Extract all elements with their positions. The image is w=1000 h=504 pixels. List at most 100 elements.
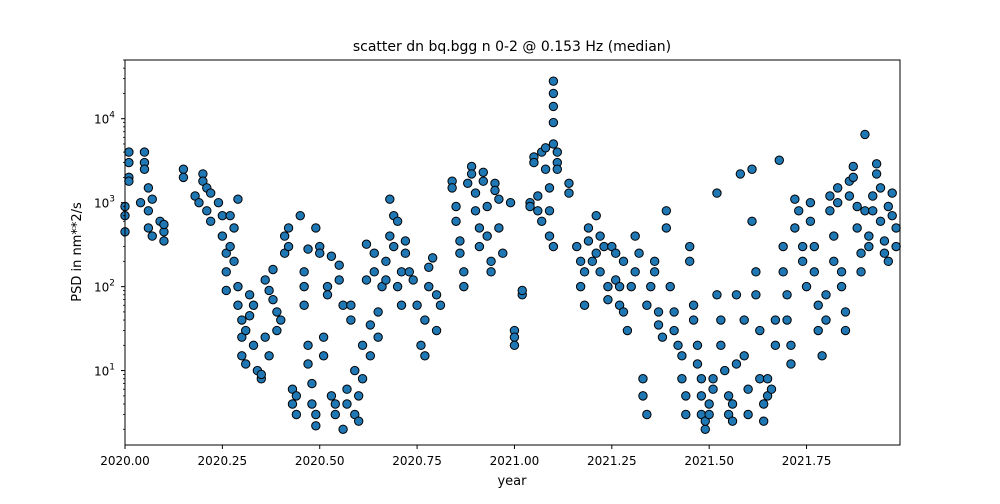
data-point: [346, 300, 356, 310]
data-point: [272, 325, 282, 336]
data-point: [564, 188, 574, 198]
data-point: [712, 290, 722, 300]
data-point: [653, 307, 664, 317]
data-point: [291, 409, 302, 420]
data-point: [770, 340, 781, 351]
data-point: [669, 307, 679, 317]
data-point: [548, 139, 559, 149]
data-point: [723, 391, 734, 401]
data-point: [805, 197, 816, 208]
data-point: [369, 267, 379, 277]
data-point: [244, 290, 255, 300]
data-point: [685, 241, 695, 252]
data-point: [159, 236, 169, 246]
data-point: [287, 399, 298, 409]
data-point: [716, 315, 726, 325]
data-point: [611, 248, 621, 258]
data-point: [595, 231, 605, 241]
data-point: [735, 169, 746, 179]
data-point: [474, 223, 485, 233]
data-point: [241, 325, 251, 336]
data-point: [424, 281, 434, 292]
data-point: [233, 281, 243, 292]
chart-title: scatter dn bq.bgg n 0-2 @ 0.153 Hz (medi…: [353, 39, 671, 55]
data-point: [404, 267, 414, 277]
data-point: [696, 391, 707, 401]
data-point: [455, 236, 465, 246]
x-tick-label: 2020.25: [198, 454, 248, 468]
data-point: [840, 325, 851, 336]
data-point: [396, 300, 407, 310]
data-point: [809, 267, 820, 277]
data-point: [338, 424, 348, 434]
data-point: [478, 176, 488, 186]
data-point: [221, 267, 231, 277]
data-point: [416, 340, 426, 351]
data-point: [622, 325, 633, 336]
data-point: [626, 281, 636, 292]
data-point: [139, 164, 150, 174]
data-point: [400, 236, 411, 246]
data-point: [879, 248, 890, 258]
data-point: [205, 188, 216, 198]
data-point: [303, 359, 313, 369]
data-point: [552, 147, 562, 157]
data-point: [529, 157, 539, 168]
data-point: [821, 315, 831, 325]
data-point: [143, 206, 154, 216]
data-point: [431, 325, 442, 336]
data-point: [478, 167, 488, 177]
data-point: [435, 300, 446, 310]
data-point: [579, 300, 590, 310]
data-point: [373, 332, 383, 342]
data-point: [681, 391, 691, 401]
data-point: [743, 409, 753, 420]
data-point: [856, 267, 866, 277]
data-point: [731, 290, 742, 300]
data-point: [225, 241, 235, 252]
data-point: [279, 231, 290, 241]
data-point: [797, 241, 808, 252]
data-point: [614, 281, 625, 292]
data-point: [466, 169, 477, 179]
data-point: [548, 101, 559, 112]
data-point: [412, 300, 422, 310]
data-point: [603, 281, 613, 292]
data-point: [525, 201, 535, 212]
data-point: [291, 391, 302, 401]
data-point: [649, 256, 660, 267]
data-point: [431, 290, 442, 300]
data-point: [244, 311, 255, 321]
data-point: [303, 244, 313, 254]
data-point: [583, 223, 594, 233]
data-point: [548, 241, 559, 252]
data-point: [868, 191, 878, 201]
data-point: [202, 206, 212, 216]
data-point: [891, 223, 901, 233]
data-point: [217, 210, 228, 221]
data-point: [322, 290, 333, 300]
data-point: [688, 300, 699, 310]
data-point: [848, 172, 858, 183]
data-point: [552, 164, 562, 174]
data-point: [470, 206, 481, 216]
data-point: [533, 206, 543, 216]
data-point: [424, 262, 434, 272]
data-point: [420, 315, 430, 325]
data-point: [505, 197, 516, 208]
data-point: [786, 340, 796, 351]
data-point: [864, 241, 874, 252]
data-point: [322, 281, 333, 292]
data-point: [544, 231, 555, 241]
data-point: [509, 332, 520, 342]
data-point: [638, 374, 648, 384]
data-point: [887, 210, 897, 221]
data-point: [548, 88, 559, 99]
x-tick-label: 2021.25: [587, 454, 637, 468]
data-point: [836, 281, 847, 292]
data-point: [782, 290, 792, 300]
data-point: [330, 409, 340, 420]
data-point: [256, 369, 267, 380]
data-point: [365, 351, 376, 361]
